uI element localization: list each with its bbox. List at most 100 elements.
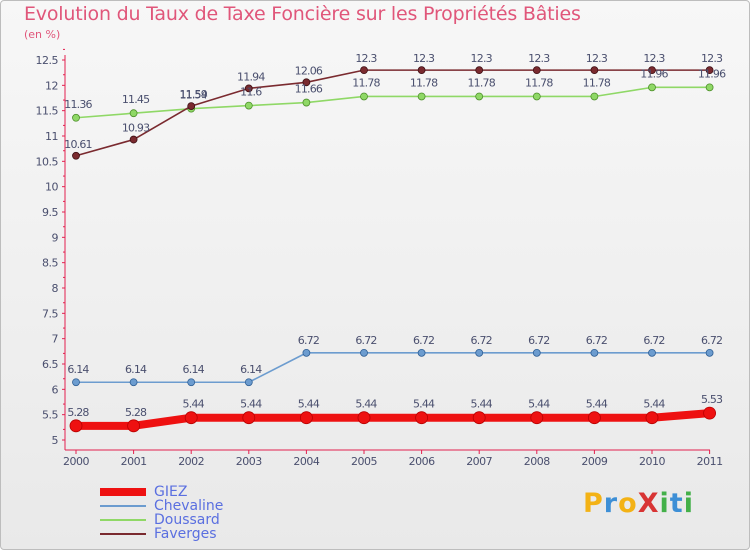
data-label-faverges: 11.94	[237, 70, 265, 83]
data-label-giez: 5.44	[586, 398, 608, 411]
data-point-giez	[415, 411, 429, 425]
legend-label: Doussard	[154, 512, 220, 528]
legend-item-giez: GIEZ	[100, 485, 223, 499]
data-label-giez: 5.44	[471, 398, 493, 411]
y-tick-label: 11	[45, 130, 58, 143]
data-label-giez: 5.44	[528, 398, 550, 411]
data-point-faverges	[590, 66, 599, 75]
data-point-chevaline	[187, 378, 196, 387]
y-tick-label: 8	[52, 282, 59, 295]
axes: 5 5.5 6 6.5 7 7.5 8 8.5 9 9.5 10 10.5 11 11.5 12 12.5 20…	[36, 48, 723, 468]
x-tick-label: 2001	[121, 455, 147, 468]
x-tick-label: 2004	[293, 455, 319, 468]
data-label-giez: 5.53	[701, 393, 723, 406]
data-point-doussard	[648, 83, 656, 92]
data-point-doussard	[417, 92, 426, 101]
legend-label: Faverges	[154, 526, 217, 542]
data-label-faverges: 11.59	[179, 88, 207, 101]
data-label-faverges: 12.3	[586, 52, 608, 65]
data-label-giez: 5.44	[355, 398, 377, 411]
data-label-doussard: 11.45	[122, 93, 150, 106]
y-tick-label: 10.5	[36, 155, 59, 168]
data-point-doussard	[129, 109, 138, 118]
data-label-doussard: 11.96	[640, 67, 668, 80]
x-tick-label: 2008	[524, 455, 550, 468]
data-point-faverges	[187, 102, 196, 111]
logo-letter: r	[603, 488, 619, 519]
data-point-faverges	[302, 78, 311, 87]
legend-swatch	[100, 533, 146, 535]
data-point-doussard	[590, 92, 599, 101]
x-tick-label: 2005	[351, 455, 377, 468]
data-point-giez	[703, 406, 716, 420]
y-tick-label: 5.5	[42, 409, 58, 422]
data-point-faverges	[532, 66, 541, 75]
data-label-faverges: 12.06	[295, 64, 323, 77]
legend: GIEZ Chevaline Doussard Faverges	[100, 485, 223, 541]
x-tick-label: 2010	[639, 455, 665, 468]
chart-subtitle: (en %)	[24, 28, 61, 41]
data-label-chevaline: 6.14	[67, 363, 89, 376]
data-point-chevaline	[72, 378, 80, 387]
x-tick-label: 2007	[466, 455, 492, 468]
y-tick-label: 6.5	[42, 358, 58, 371]
data-label-doussard: 11.54	[179, 89, 207, 102]
data-label-faverges: 12.3	[355, 52, 377, 65]
data-label-faverges: 12.3	[413, 52, 435, 65]
logo-letter: i	[659, 488, 670, 519]
data-labels: 5.28 5.28 5.44 5.44 5.44 5.44 5.44 5.44 5.44 5.44…	[64, 52, 727, 419]
data-label-faverges: 12.3	[528, 52, 550, 65]
data-label-faverges: 10.93	[122, 122, 150, 135]
series-group	[69, 66, 716, 433]
data-point-chevaline	[532, 348, 541, 357]
data-point-chevaline	[705, 348, 714, 357]
series-line-chevaline	[76, 352, 710, 384]
data-label-giez: 5.44	[643, 398, 665, 411]
series-line-giez	[76, 409, 710, 430]
data-point-giez	[357, 411, 371, 425]
logo-letter: i	[683, 488, 694, 519]
data-label-doussard: 11.78	[467, 76, 495, 89]
data-point-chevaline	[129, 378, 138, 387]
x-tick-label: 2002	[178, 455, 204, 468]
chart-title: Evolution du Taux de Taxe Foncière sur l…	[24, 3, 581, 25]
data-point-giez	[184, 411, 198, 425]
proxiti-logo: ProXiti	[583, 488, 694, 519]
data-label-chevaline: 6.14	[125, 363, 147, 376]
data-label-chevaline: 6.72	[528, 334, 549, 347]
data-point-giez	[127, 419, 141, 433]
data-label-giez: 5.44	[413, 398, 435, 411]
y-tick-label: 10	[45, 181, 58, 194]
y-tick-label: 6	[52, 383, 59, 396]
data-label-giez: 5.44	[298, 398, 320, 411]
x-tick-label: 2011	[697, 455, 723, 468]
data-label-doussard: 11.78	[410, 76, 438, 89]
data-label-giez: 5.28	[125, 406, 147, 419]
y-tick-label: 8.5	[42, 257, 58, 270]
data-label-faverges: 12.3	[701, 52, 723, 65]
data-point-doussard	[475, 92, 484, 101]
logo-letter: o	[618, 488, 638, 519]
data-point-chevaline	[244, 378, 253, 387]
x-tick-label: 2000	[63, 455, 89, 468]
data-point-faverges	[705, 66, 714, 75]
data-point-doussard	[360, 92, 368, 101]
y-tick-label: 9	[52, 231, 59, 244]
data-label-doussard: 11.66	[295, 83, 323, 96]
data-label-doussard: 11.78	[352, 76, 380, 89]
data-point-doussard	[72, 113, 80, 122]
data-point-faverges	[475, 66, 484, 75]
legend-label: Chevaline	[154, 498, 224, 514]
data-point-faverges	[244, 84, 253, 93]
data-label-chevaline: 6.72	[355, 334, 376, 347]
data-label-chevaline: 6.14	[183, 363, 205, 376]
data-label-giez: 5.44	[240, 398, 262, 411]
data-point-faverges	[72, 151, 80, 160]
legend-swatch	[100, 505, 146, 507]
data-point-doussard	[532, 92, 541, 101]
data-label-doussard: 11.36	[64, 98, 92, 111]
legend-item-doussard: Doussard	[100, 513, 223, 527]
legend-swatch	[100, 519, 146, 521]
y-tick-label: 12.5	[36, 54, 59, 67]
